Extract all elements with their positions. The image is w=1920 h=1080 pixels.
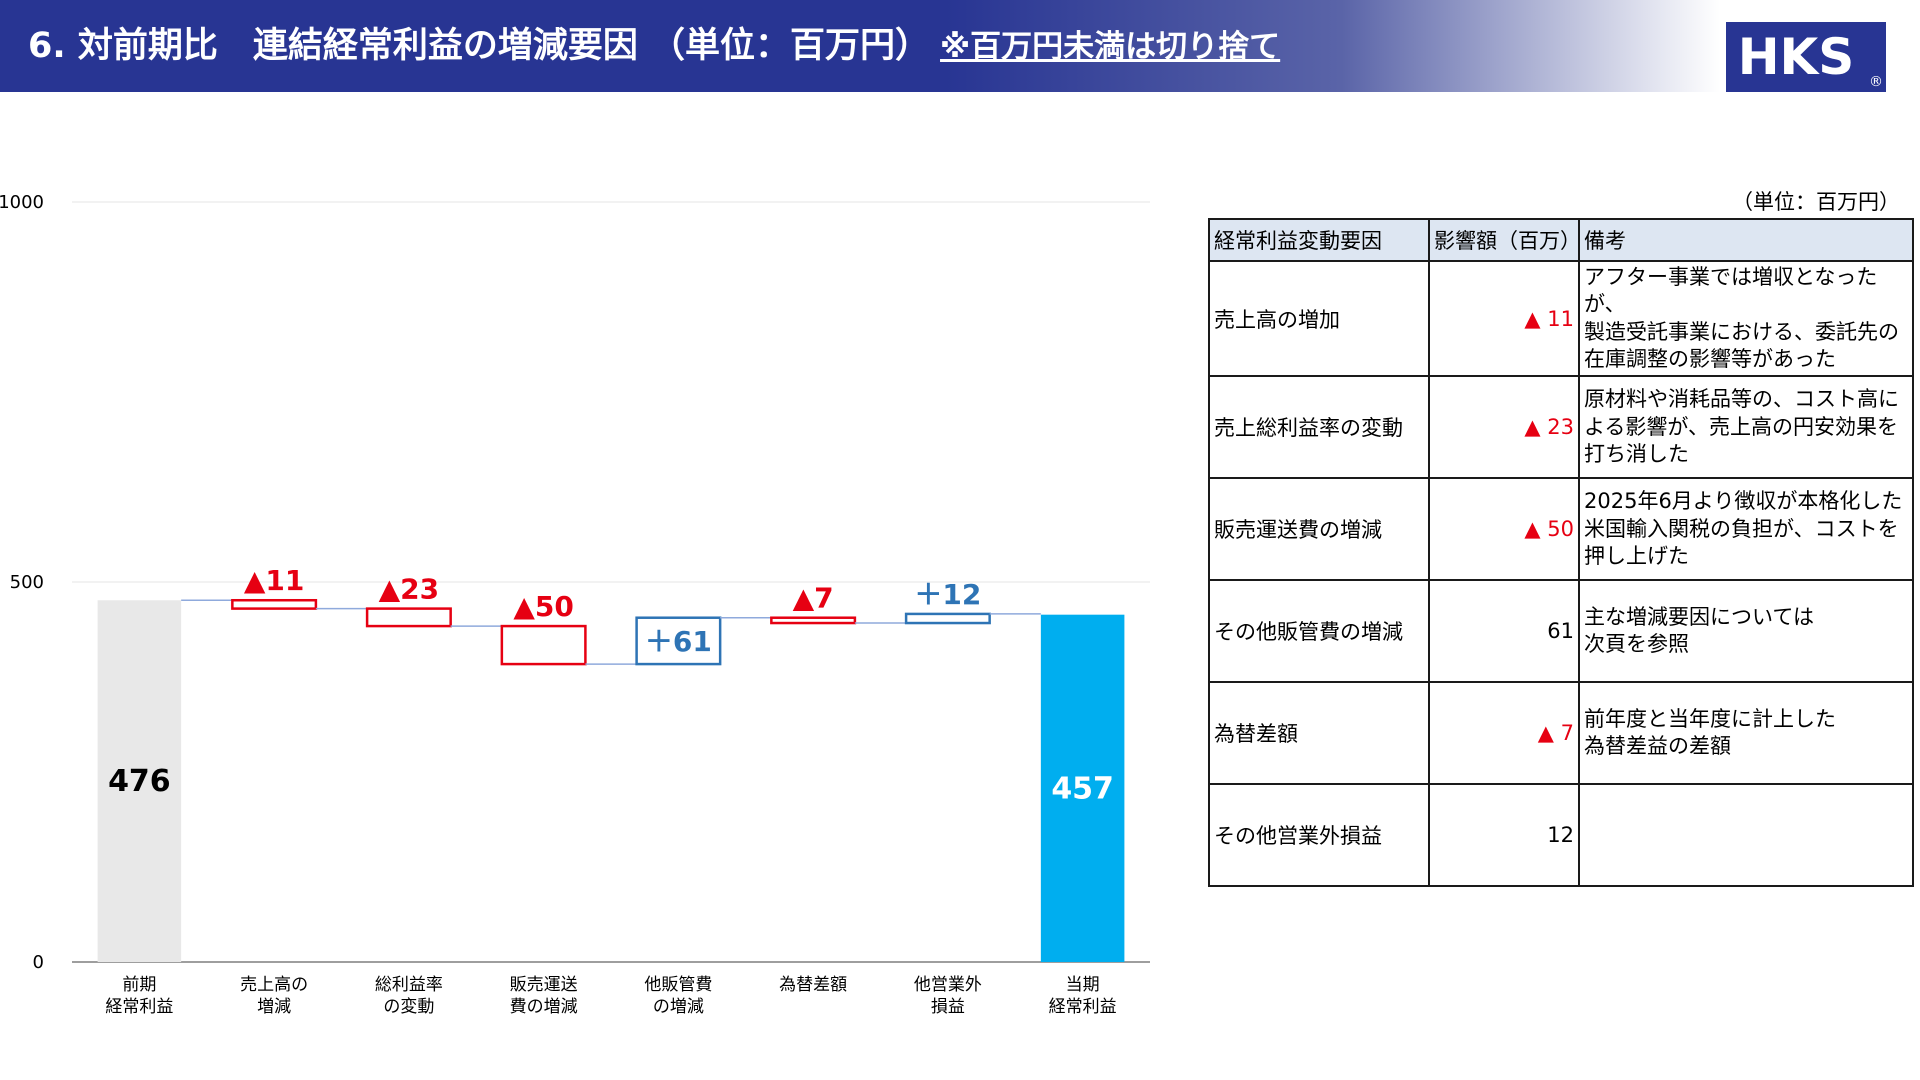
logo-text: HKS <box>1738 28 1855 86</box>
x-category-label: の増減 <box>653 997 704 1017</box>
x-category-label: 為替差額 <box>779 975 847 995</box>
factor-cell: 為替差額 <box>1208 681 1430 786</box>
table-unit-note: （単位：百万円） <box>1732 190 1900 214</box>
title-bar: 6. 対前期比 連結経常利益の増減要因 （単位：百万円） ※百万円未満は切り捨て <box>0 0 1720 92</box>
step-bar-label: ＋61 <box>645 625 712 658</box>
decrease-mark: ▲ <box>1524 517 1541 542</box>
note-cell: 主な増減要因については 次頁を参照 <box>1578 579 1914 684</box>
decrease-mark: ▲ <box>1537 721 1554 746</box>
amount-cell: ▲ 23 <box>1428 375 1580 480</box>
note-cell <box>1578 783 1914 888</box>
start-bar <box>97 600 182 962</box>
start-bar-label: 476 <box>108 764 171 799</box>
note-cell: アフター事業では増収となったが、 製造受託事業における、委託先の 在庫調整の影響… <box>1578 259 1914 378</box>
header-note: 備考 <box>1578 218 1914 262</box>
note-cell: 2025年6月より徴収が本格化した 米国輸入関税の負担が、コストを 押し上げた <box>1578 477 1914 582</box>
step-bar <box>365 607 452 628</box>
x-category-label: 増減 <box>257 997 291 1017</box>
x-category-label: 費の増減 <box>510 997 578 1017</box>
x-category-label: の変動 <box>383 997 434 1017</box>
amount-value: 61 <box>1547 619 1574 644</box>
step-bar-label: ＋12 <box>914 578 981 611</box>
y-tick-label: 500 <box>10 572 44 593</box>
end-bar <box>1040 614 1125 962</box>
factor-cell: その他営業外損益 <box>1208 783 1430 888</box>
logo-registered-mark: ® <box>1869 74 1883 90</box>
title-note: ※百万円未満は切り捨て <box>940 29 1281 65</box>
amount-value: 7 <box>1560 721 1574 746</box>
x-category-label: 他販管費 <box>644 975 712 995</box>
amount-value: 11 <box>1547 306 1574 331</box>
step-bar-label: ▲7 <box>793 582 834 615</box>
note-cell: 原材料や消耗品等の、コスト高に よる影響が、売上高の円安効果を 打ち消した <box>1578 375 1914 480</box>
x-category-label: 他営業外 <box>914 975 982 995</box>
x-category-label: 損益 <box>931 997 965 1017</box>
step-bar <box>500 624 587 666</box>
logo-background <box>1726 22 1886 92</box>
table-header-row: 経常利益変動要因 影響額（百万） 備考 <box>1208 218 1914 262</box>
x-category-label: 前期 <box>122 975 156 995</box>
amount-cell: 61 <box>1428 579 1580 684</box>
x-category-label: 売上高の <box>240 975 308 995</box>
amount-value: 50 <box>1547 517 1574 542</box>
x-category-label: 経常利益 <box>1049 997 1117 1017</box>
table-row: その他営業外損益 12 <box>1208 783 1914 888</box>
table-row: 売上高の増加 ▲ 11 アフター事業では増収となったが、 製造受託事業における、… <box>1208 259 1914 378</box>
decrease-mark: ▲ <box>1524 415 1541 440</box>
note-cell: 前年度と当年度に計上した 為替差益の差額 <box>1578 681 1914 786</box>
y-tick-label: 0 <box>33 952 44 973</box>
factor-table: 経常利益変動要因 影響額（百万） 備考 売上高の増加 ▲ 11 アフター事業では… <box>1208 218 1914 888</box>
factor-cell: その他販管費の増減 <box>1208 579 1430 684</box>
step-bar <box>904 612 991 625</box>
table-row: 為替差額 ▲ 7 前年度と当年度に計上した 為替差益の差額 <box>1208 681 1914 786</box>
x-category-label: 当期 <box>1066 975 1100 995</box>
header-factor: 経常利益変動要因 <box>1208 218 1430 262</box>
x-category-label: 経常利益 <box>105 997 173 1017</box>
amount-cell: ▲ 11 <box>1428 259 1580 378</box>
factor-cell: 売上総利益率の変動 <box>1208 375 1430 480</box>
step-bar <box>770 616 857 625</box>
amount-value: 12 <box>1547 823 1574 848</box>
x-category-label: 総利益率 <box>375 975 443 995</box>
factor-cell: 販売運送費の増減 <box>1208 477 1430 582</box>
hks-logo: HKS ® <box>1726 22 1886 92</box>
factor-cell: 売上高の増加 <box>1208 259 1430 378</box>
page-title: 6. 対前期比 連結経常利益の増減要因 （単位：百万円） ※百万円未満は切り捨て <box>28 14 1280 78</box>
step-bar <box>231 598 318 610</box>
step-bar-label: ▲23 <box>379 573 440 606</box>
table-row: その他販管費の増減 61 主な増減要因については 次頁を参照 <box>1208 579 1914 684</box>
title-main: 6. 対前期比 連結経常利益の増減要因 （単位：百万円） <box>28 26 931 66</box>
amount-value: 23 <box>1547 415 1574 440</box>
table-row: 販売運送費の増減 ▲ 50 2025年6月より徴収が本格化した 米国輸入関税の負… <box>1208 477 1914 582</box>
table-row: 売上総利益率の変動 ▲ 23 原材料や消耗品等の、コスト高に よる影響が、売上高… <box>1208 375 1914 480</box>
x-category-label: 販売運送 <box>510 975 578 995</box>
amount-cell: ▲ 7 <box>1428 681 1580 786</box>
amount-cell: ▲ 50 <box>1428 477 1580 582</box>
decrease-mark: ▲ <box>1524 306 1541 331</box>
end-bar-label: 457 <box>1051 771 1114 806</box>
step-bar-label: ▲11 <box>244 564 305 597</box>
y-tick-label: 1000 <box>0 192 44 213</box>
header-amount: 影響額（百万） <box>1428 218 1581 262</box>
amount-cell: 12 <box>1428 783 1580 888</box>
step-bar <box>635 616 722 666</box>
step-bar-label: ▲50 <box>513 590 574 623</box>
